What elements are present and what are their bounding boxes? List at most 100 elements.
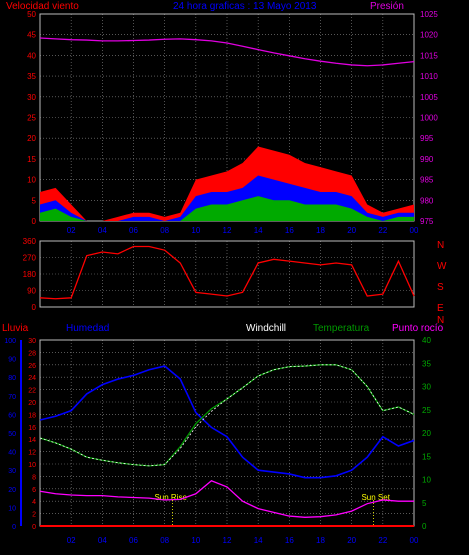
pressure-y-tick: 1020 <box>420 31 438 40</box>
temp-x-tick: 22 <box>378 536 387 545</box>
wind-minimum-area <box>40 196 414 221</box>
wind-x-tick: 06 <box>129 226 138 235</box>
wind-x-tick: 22 <box>378 226 387 235</box>
temp-right-y-tick: 25 <box>422 406 431 415</box>
humidity-y-tick: 80 <box>8 375 16 382</box>
wind-y-tick: 10 <box>27 176 36 185</box>
temp-right-y-tick: 30 <box>422 383 431 392</box>
wind-direction-line <box>39 245 415 300</box>
direction-y-tick: 270 <box>23 254 37 263</box>
pressure-y-tick: 995 <box>420 134 434 143</box>
humidity-y-tick: 90 <box>8 357 16 364</box>
wind-x-tick: 10 <box>191 226 200 235</box>
wind-x-tick: 18 <box>316 226 325 235</box>
windchill-label: Windchill <box>246 323 286 334</box>
humidity-y-tick: 20 <box>8 487 16 494</box>
direction-n-top: N <box>437 240 444 251</box>
pressure-y-tick: 1010 <box>420 72 438 81</box>
temp-right-y-tick: 0 <box>422 522 427 531</box>
temperature-label: Temperatura <box>313 323 370 334</box>
humidity-y-tick: 60 <box>8 412 16 419</box>
temp-y-tick: 26 <box>28 363 36 370</box>
temp-y-tick: 2 <box>32 512 36 519</box>
chart-title: 24 hora graficas : 13 Mayo 2013 <box>173 1 317 12</box>
direction-y-tick: 360 <box>23 237 37 246</box>
pressure-y-tick: 1025 <box>420 10 438 19</box>
sunset-label: Sun Set <box>361 493 390 502</box>
dewpoint-label: Punto rocío <box>392 323 444 334</box>
pressure-y-tick: 980 <box>420 196 434 205</box>
direction-w: W <box>437 261 447 272</box>
wind-y-tick: 35 <box>27 72 36 81</box>
temp-x-tick: 02 <box>67 536 76 545</box>
wind-y-tick: 15 <box>27 155 36 164</box>
temp-x-tick: 08 <box>160 536 169 545</box>
direction-y-tick: 90 <box>27 287 36 296</box>
temp-x-tick: 00 <box>410 536 419 545</box>
pressure-y-tick: 990 <box>420 155 434 164</box>
pressure-y-tick: 985 <box>420 176 434 185</box>
temp-y-tick: 16 <box>28 425 36 432</box>
pressure-y-tick: 1005 <box>420 93 438 102</box>
temp-x-tick: 06 <box>129 536 138 545</box>
temp-panel-grid <box>39 339 415 527</box>
pressure-y-tick: 1000 <box>420 114 438 123</box>
direction-e: E <box>437 303 444 314</box>
temp-right-y-tick: 40 <box>422 336 431 345</box>
humidity-line <box>39 365 415 479</box>
pressure-y-tick: 975 <box>420 217 434 226</box>
temp-y-tick: 8 <box>32 474 36 481</box>
direction-y-tick: 180 <box>23 270 37 279</box>
wind-y-tick: 30 <box>27 93 36 102</box>
wind-x-tick: 12 <box>223 226 232 235</box>
temp-x-tick: 18 <box>316 536 325 545</box>
temp-y-tick: 4 <box>32 499 36 506</box>
sunrise-label: Sun Rise <box>154 493 187 502</box>
windchill-line <box>39 364 415 467</box>
temp-y-tick: 10 <box>28 462 36 469</box>
rain-label: Lluvia <box>2 323 29 334</box>
wind-y-tick: 40 <box>27 51 36 60</box>
temp-y-tick: 18 <box>28 412 36 419</box>
pressure-y-tick: 1015 <box>420 51 438 60</box>
wind-x-tick: 04 <box>98 226 107 235</box>
wind-x-tick: 00 <box>410 226 419 235</box>
temp-y-tick: 24 <box>28 375 36 382</box>
temp-y-tick: 12 <box>28 450 36 457</box>
humidity-y-tick: 100 <box>4 338 16 345</box>
humidity-y-tick: 70 <box>8 394 16 401</box>
wind-y-tick: 0 <box>32 217 37 226</box>
wind-speed-title: Velocidad viento <box>6 1 79 12</box>
temp-y-tick: 14 <box>28 437 36 444</box>
temp-right-y-tick: 35 <box>422 359 431 368</box>
temp-x-tick: 16 <box>285 536 294 545</box>
humidity-y-tick: 50 <box>8 431 16 438</box>
pressure-title: Presión <box>370 1 404 12</box>
wind-x-tick: 08 <box>160 226 169 235</box>
pressure-line <box>39 37 415 67</box>
temp-y-tick: 0 <box>32 524 36 531</box>
temp-y-tick: 30 <box>28 338 36 345</box>
temp-x-tick: 04 <box>98 536 107 545</box>
humidity-y-tick: 10 <box>8 505 16 512</box>
humidity-y-tick: 30 <box>8 468 16 475</box>
wind-y-tick: 50 <box>27 10 36 19</box>
temp-y-tick: 6 <box>32 487 36 494</box>
temp-right-y-tick: 5 <box>422 499 427 508</box>
temp-x-tick: 12 <box>223 536 232 545</box>
temp-x-tick: 20 <box>347 536 356 545</box>
dewpoint-line <box>39 479 414 518</box>
direction-n-bottom: N <box>437 315 444 326</box>
temp-right-y-tick: 10 <box>422 476 431 485</box>
temp-right-y-tick: 20 <box>422 429 431 438</box>
wind-y-tick: 25 <box>27 114 36 123</box>
wind-x-tick: 20 <box>347 226 356 235</box>
temp-y-tick: 20 <box>28 400 36 407</box>
wind-x-tick: 16 <box>285 226 294 235</box>
wind-y-tick: 5 <box>32 196 37 205</box>
humidity-y-tick: 40 <box>8 450 16 457</box>
temp-y-tick: 28 <box>28 350 36 357</box>
direction-s: S <box>437 282 444 293</box>
wind-x-tick: 14 <box>254 226 263 235</box>
